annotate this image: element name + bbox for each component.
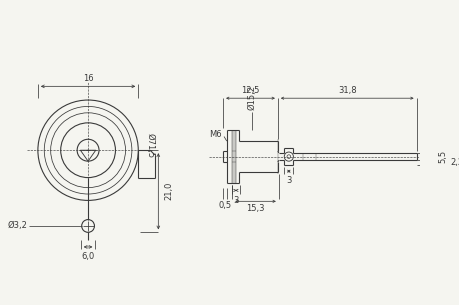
Text: 12,5: 12,5: [241, 87, 260, 95]
Text: Ø3,2: Ø3,2: [8, 221, 28, 231]
Text: 3: 3: [286, 176, 291, 185]
Text: 16: 16: [83, 74, 93, 83]
Text: 2,2: 2,2: [450, 159, 459, 167]
Text: 0,5: 0,5: [218, 201, 231, 210]
Text: 21,0: 21,0: [165, 182, 174, 200]
Text: 31,8: 31,8: [338, 87, 357, 95]
Text: 6,0: 6,0: [81, 253, 95, 261]
Text: Ø71,5: Ø71,5: [146, 133, 155, 158]
Text: 3: 3: [233, 196, 239, 205]
Text: 5,5: 5,5: [438, 150, 448, 163]
Text: 15,3: 15,3: [246, 204, 264, 213]
Text: M6: M6: [210, 130, 222, 139]
Text: Ø15,2: Ø15,2: [248, 85, 257, 110]
